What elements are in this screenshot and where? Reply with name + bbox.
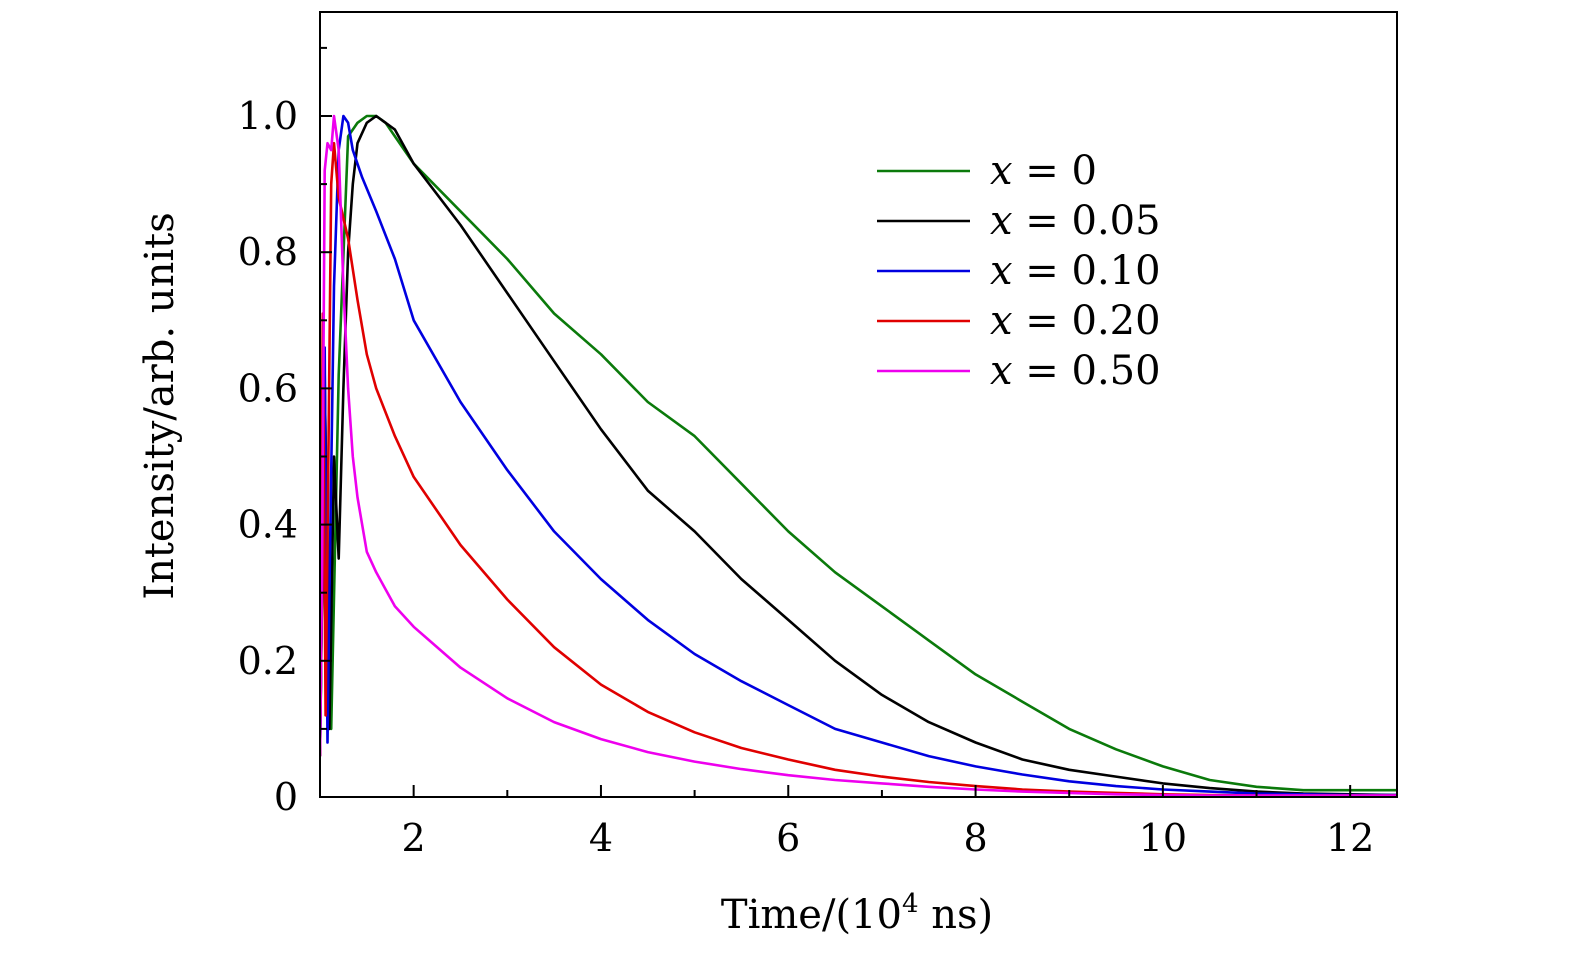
x-tick-label: 6 bbox=[776, 816, 800, 860]
series-layer bbox=[320, 114, 1397, 797]
y-axis-title: Intensity/arb. units bbox=[137, 212, 183, 599]
legend-item-2: x = 0.10 bbox=[877, 248, 1161, 294]
legend: x = 0x = 0.05x = 0.10x = 0.20x = 0.50 bbox=[877, 148, 1161, 394]
y-tick-label: 0.6 bbox=[238, 366, 298, 410]
series-line-0 bbox=[320, 114, 1397, 792]
legend-label: x = 0.05 bbox=[990, 198, 1161, 244]
legend-label: x = 0.10 bbox=[990, 248, 1161, 294]
axes-layer: 2 4 6 8 10 12 0 0.2 0.4 0.6 0.8 1.0 bbox=[238, 11, 1398, 860]
y-tick-label: 0 bbox=[274, 775, 298, 819]
x-axis-title-suffix: ns) bbox=[919, 892, 994, 938]
x-tick-label: 10 bbox=[1139, 816, 1187, 860]
legend-label: x = 0 bbox=[990, 148, 1097, 194]
y-tick-label: 0.2 bbox=[238, 639, 298, 683]
x-tick-label: 2 bbox=[402, 816, 426, 860]
legend-item-4: x = 0.50 bbox=[877, 348, 1161, 394]
legend-item-1: x = 0.05 bbox=[877, 198, 1161, 244]
y-tick-label: 0.8 bbox=[238, 230, 298, 274]
series-line-4 bbox=[320, 114, 1397, 797]
series-group bbox=[320, 114, 1397, 797]
plot-frame bbox=[319, 11, 1398, 798]
x-axis-title-main: Time/(10 bbox=[721, 892, 902, 938]
x-tick-label: 4 bbox=[589, 816, 613, 860]
x-axis-title-sup: 4 bbox=[902, 889, 919, 919]
x-tick-label: 8 bbox=[963, 816, 987, 860]
legend-label: x = 0.20 bbox=[990, 298, 1161, 344]
y-tick-label: 1.0 bbox=[238, 94, 298, 138]
series-line-1 bbox=[320, 114, 1397, 797]
x-axis-title: Time/(104 ns) bbox=[721, 889, 993, 938]
legend-label: x = 0.50 bbox=[990, 348, 1161, 394]
y-tick-label: 0.4 bbox=[238, 503, 298, 547]
x-tick-label: 12 bbox=[1326, 816, 1374, 860]
legend-item-0: x = 0 bbox=[877, 148, 1097, 194]
series-line-2 bbox=[320, 114, 1397, 797]
legend-item-3: x = 0.20 bbox=[877, 298, 1161, 344]
